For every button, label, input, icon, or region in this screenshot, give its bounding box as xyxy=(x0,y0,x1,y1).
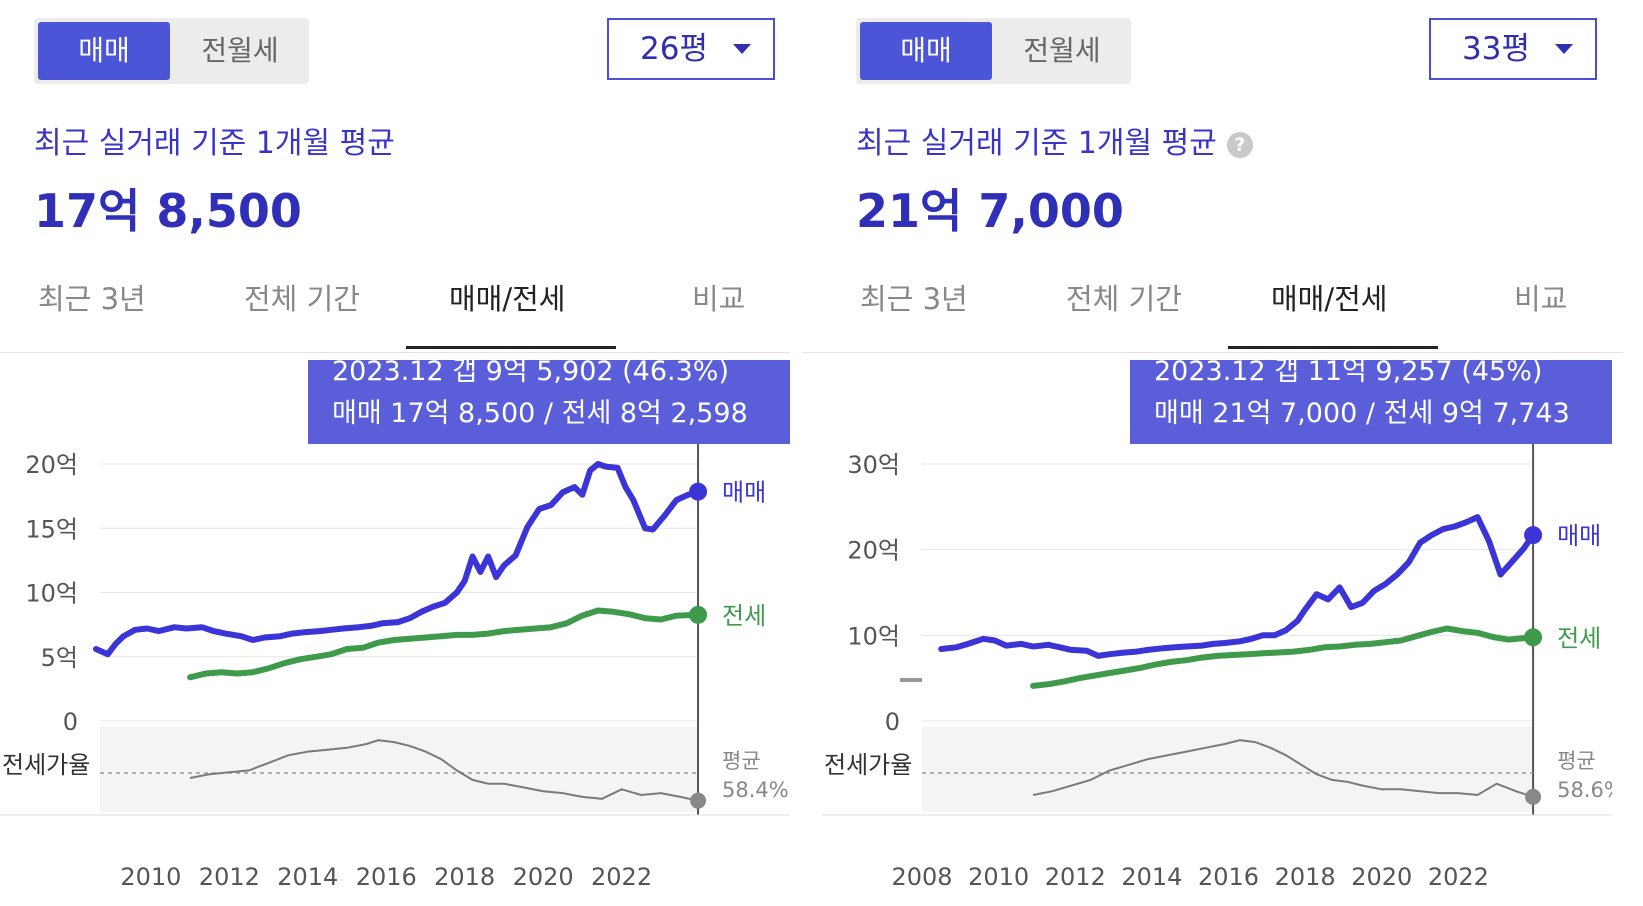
x-tick-label: 2016 xyxy=(1198,863,1259,891)
y-tick-label: 20억 xyxy=(847,537,900,565)
x-tick-label: 2012 xyxy=(1045,863,1106,891)
y-tick-label: 20억 xyxy=(25,451,78,479)
trade-type-toggle: 매매 전월세 xyxy=(856,18,1131,84)
ratio-average-label: 평균 xyxy=(722,749,761,773)
ratio-average-label: 평균 xyxy=(1557,749,1596,773)
x-tick-label: 2020 xyxy=(513,863,574,891)
sale-end-point xyxy=(1524,526,1543,545)
active-tab-indicator xyxy=(1228,346,1438,349)
y-tick-label: 30억 xyxy=(847,451,900,479)
ratio-average-value: 58.4% xyxy=(722,778,789,802)
sale-series-label: 매매 xyxy=(1557,522,1601,550)
tab-compare[interactable]: 비교 xyxy=(1514,282,1568,316)
x-tick-label: 2022 xyxy=(1428,863,1489,891)
divider xyxy=(802,352,1623,353)
average-label: 최근 실거래 기준 1개월 평균 xyxy=(34,118,395,162)
pyeong-value: 33평 xyxy=(1462,31,1530,67)
jeonse-price-line xyxy=(1030,625,1537,689)
tooltip-box xyxy=(1130,360,1612,444)
panel-26-pyeong: 매매 전월세 26평 최근 실거래 기준 1개월 평균 17억 8,500 최근… xyxy=(0,0,790,906)
x-tick-label: 2016 xyxy=(356,863,417,891)
average-label: 최근 실거래 기준 1개월 평균? xyxy=(856,118,1253,162)
pyeong-dropdown[interactable]: 33평 xyxy=(1429,18,1597,80)
y-tick-label: 0 xyxy=(63,708,78,736)
average-label-text: 최근 실거래 기준 1개월 평균 xyxy=(34,126,395,161)
sale-end-point xyxy=(689,482,708,501)
tab-sale-jeonse[interactable]: 매매/전세 xyxy=(1271,282,1388,316)
jeonse-end-point xyxy=(689,605,708,624)
jeonse-series-label: 전세 xyxy=(722,602,766,630)
help-icon[interactable]: ? xyxy=(1226,132,1253,158)
tab-recent-3y[interactable]: 최근 3년 xyxy=(860,282,968,316)
rent-toggle-button[interactable]: 전월세 xyxy=(1023,34,1101,67)
tooltip-line-1: 2023.12 갭 11억 9,257 (45%) xyxy=(1154,360,1542,387)
x-tick-label: 2014 xyxy=(277,863,338,891)
tab-sale-jeonse[interactable]: 매매/전세 xyxy=(449,282,566,316)
ratio-axis-label: 전세가율 xyxy=(824,751,912,779)
rent-toggle-button[interactable]: 전월세 xyxy=(201,34,279,67)
ratio-band xyxy=(100,727,699,812)
average-price: 21억 7,000 xyxy=(856,184,1124,238)
x-tick-label: 2010 xyxy=(968,863,1029,891)
chevron-down-icon xyxy=(733,44,751,54)
x-tick-label: 2018 xyxy=(1275,863,1336,891)
ratio-line xyxy=(189,739,699,802)
average-price: 17억 8,500 xyxy=(34,184,302,238)
tab-full-period[interactable]: 전체 기간 xyxy=(1066,282,1182,316)
active-tab-indicator xyxy=(406,346,616,349)
tab-recent-3y[interactable]: 최근 3년 xyxy=(38,282,146,316)
y-tick-label: 5억 xyxy=(41,644,78,672)
pyeong-value: 26평 xyxy=(640,31,708,67)
sale-series-label: 매매 xyxy=(722,479,766,507)
sale-price-line xyxy=(93,461,701,658)
ratio-axis-label: 전세가율 xyxy=(2,751,90,779)
sale-toggle-button[interactable]: 매매 xyxy=(860,22,992,80)
ratio-line xyxy=(1032,739,1534,798)
ratio-end-point xyxy=(690,792,707,809)
jeonse-price-line xyxy=(187,607,701,681)
tooltip-line-2: 매매 21억 7,000 / 전세 9억 7,743 xyxy=(1154,398,1570,429)
trade-type-toggle: 매매 전월세 xyxy=(34,18,309,84)
divider xyxy=(0,352,790,353)
chevron-down-icon xyxy=(1555,44,1573,54)
x-tick-label: 2010 xyxy=(120,863,181,891)
tooltip-line-1: 2023.12 갭 9억 5,902 (46.3%) xyxy=(332,360,729,387)
x-tick-label: 2014 xyxy=(1121,863,1182,891)
y-tick-label: 10억 xyxy=(847,622,900,650)
y-tick-label: 10억 xyxy=(25,580,78,608)
sale-price-line xyxy=(938,514,1537,659)
x-tick-label: 2022 xyxy=(591,863,652,891)
ratio-end-point xyxy=(1525,788,1542,805)
average-label-text: 최근 실거래 기준 1개월 평균 xyxy=(856,126,1217,161)
x-tick-label: 2012 xyxy=(199,863,260,891)
sale-toggle-button[interactable]: 매매 xyxy=(38,22,170,80)
ratio-band xyxy=(922,727,1534,812)
tab-compare[interactable]: 비교 xyxy=(692,282,746,316)
jeonse-series-label: 전세 xyxy=(1557,624,1601,652)
x-tick-label: 2020 xyxy=(1351,863,1412,891)
y-tick-label: 15억 xyxy=(25,515,78,543)
x-tick-label: 2018 xyxy=(434,863,495,891)
jeonse-end-point xyxy=(1524,628,1543,647)
pyeong-dropdown[interactable]: 26평 xyxy=(607,18,775,80)
ratio-average-value: 58.6% xyxy=(1557,778,1612,802)
tab-full-period[interactable]: 전체 기간 xyxy=(244,282,360,316)
panel-33-pyeong: 매매 전월세 33평 최근 실거래 기준 1개월 평균? 21억 7,000 최… xyxy=(802,0,1623,906)
x-tick-label: 2008 xyxy=(891,863,952,891)
y-tick-label: 0 xyxy=(885,708,900,736)
tooltip-line-2: 매매 17억 8,500 / 전세 8억 2,598 xyxy=(332,398,748,429)
tooltip-box xyxy=(308,360,790,444)
